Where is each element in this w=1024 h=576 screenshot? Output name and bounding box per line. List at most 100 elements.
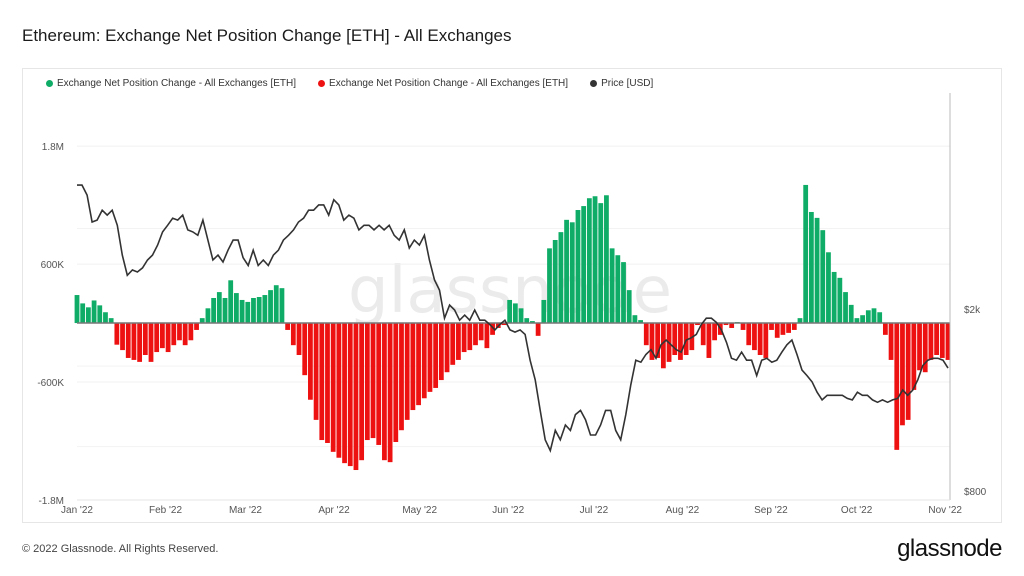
- outflow-bar: [740, 323, 746, 330]
- outflow-bar: [945, 323, 951, 360]
- outflow-bar: [660, 323, 666, 369]
- inflow-bar: [268, 290, 273, 324]
- outflow-bar: [467, 323, 473, 351]
- outflow-bar: [478, 323, 484, 341]
- outflow-bar: [171, 323, 177, 346]
- inflow-bar: [558, 232, 564, 324]
- legend-item-inflow[interactable]: Exchange Net Position Change - All Excha…: [46, 78, 296, 89]
- outflow-bar: [416, 323, 421, 406]
- outflow-bar: [643, 323, 649, 346]
- outflow-bar: [347, 323, 353, 467]
- inflow-bar: [826, 252, 831, 324]
- inflow-bar: [530, 321, 535, 324]
- outflow-bar: [302, 323, 308, 376]
- inflow-bar: [279, 288, 285, 324]
- inflow-bar: [854, 318, 860, 324]
- inflow-bar: [621, 262, 626, 324]
- outflow-bar: [177, 323, 182, 341]
- outflow-bar: [336, 323, 342, 458]
- inflow-bar: [843, 292, 848, 324]
- outflow-bar: [313, 323, 319, 420]
- outflow-bar: [194, 323, 199, 330]
- outflow-bar: [695, 323, 700, 326]
- inflow-bar: [518, 308, 524, 324]
- inflow-bar: [262, 295, 268, 324]
- legend-item-outflow[interactable]: Exchange Net Position Change - All Excha…: [318, 78, 568, 89]
- outflow-bar: [780, 323, 786, 335]
- inflow-bar: [638, 320, 643, 324]
- outflow-bar: [757, 323, 763, 356]
- glassnode-logo[interactable]: glassnode: [897, 535, 1002, 562]
- outflow-bar: [700, 323, 706, 346]
- outflow-bar: [911, 323, 917, 390]
- y-right-tick-label: $800: [964, 487, 987, 498]
- outflow-bar: [359, 323, 365, 461]
- y-right-tick-label: $2k: [964, 305, 981, 316]
- black-dot-icon: [590, 80, 598, 87]
- x-tick-label: May '22: [402, 505, 437, 516]
- legend-label: Price [USD]: [601, 78, 654, 89]
- outflow-bar: [535, 323, 541, 336]
- outflow-bar: [387, 323, 393, 463]
- outflow-bar: [791, 323, 797, 330]
- x-tick-label: Mar '22: [229, 505, 262, 516]
- outflow-bar: [131, 323, 137, 360]
- outflow-bar: [285, 323, 291, 330]
- outflow-bar: [188, 323, 194, 341]
- x-tick-label: Apr '22: [318, 505, 350, 516]
- inflow-bar: [512, 303, 518, 324]
- inflow-bar: [586, 198, 592, 324]
- outflow-bar: [296, 323, 302, 356]
- legend-item-price[interactable]: Price [USD]: [590, 78, 653, 89]
- inflow-bar: [808, 211, 814, 324]
- inflow-bar: [507, 299, 513, 324]
- inflow-bar: [871, 308, 877, 324]
- inflow-bar: [877, 312, 883, 324]
- outflow-bar: [376, 323, 382, 445]
- outflow-bar: [342, 323, 347, 464]
- y-left-tick-label: 1.8M: [42, 142, 64, 153]
- outflow-bar: [421, 323, 427, 399]
- inflow-bar: [865, 310, 871, 324]
- inflow-bar: [251, 297, 256, 324]
- inflow-bar: [74, 295, 80, 324]
- x-tick-label: Nov '22: [928, 505, 962, 516]
- inflow-bar: [575, 210, 581, 324]
- inflow-bar: [256, 297, 262, 324]
- inflow-bar: [228, 280, 234, 324]
- outflow-bar: [769, 323, 774, 330]
- chart-legend: Exchange Net Position Change - All Excha…: [46, 78, 653, 89]
- inflow-bar: [609, 248, 615, 324]
- inflow-bar: [80, 303, 86, 324]
- outflow-bar: [142, 323, 148, 356]
- chart-card: [22, 68, 1002, 523]
- outflow-bar: [490, 323, 495, 335]
- inflow-bar: [91, 300, 97, 324]
- outflow-bar: [882, 323, 888, 335]
- outflow-bar: [364, 323, 370, 441]
- outflow-bar: [370, 323, 376, 439]
- outflow-bar: [655, 323, 661, 358]
- inflow-bar: [547, 248, 552, 324]
- inflow-bar: [97, 305, 103, 324]
- outflow-bar: [706, 323, 712, 358]
- outflow-bar: [433, 323, 439, 388]
- outflow-bar: [410, 323, 416, 411]
- y-left-tick-label: -600K: [37, 378, 64, 389]
- x-tick-label: Jul '22: [580, 505, 609, 516]
- inflow-bar: [837, 277, 843, 324]
- outflow-bar: [182, 323, 188, 346]
- inflow-bar: [860, 315, 865, 324]
- outflow-bar: [917, 323, 922, 371]
- inflow-bar: [541, 299, 547, 324]
- outflow-bar: [461, 323, 467, 353]
- outflow-bar: [934, 323, 940, 356]
- inflow-bar: [85, 307, 91, 324]
- x-tick-label: Aug '22: [666, 505, 700, 516]
- x-tick-label: Feb '22: [149, 505, 182, 516]
- inflow-bar: [592, 196, 598, 324]
- outflow-bar: [683, 323, 689, 356]
- outflow-bar: [774, 323, 780, 338]
- outflow-bar: [729, 323, 735, 328]
- outflow-bar: [928, 323, 934, 360]
